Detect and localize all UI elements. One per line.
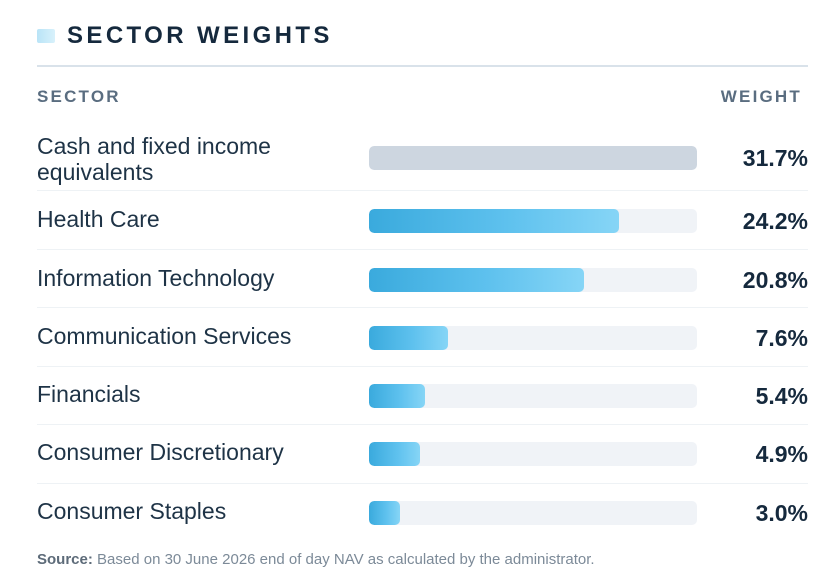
bar-health-care [369,209,619,233]
sector-label: Health Care [37,206,160,232]
source-note: Source: Based on 30 June 2026 end of day… [37,551,595,568]
weight-value: 5.4% [755,383,808,409]
sector-label: Communication Services [37,323,292,349]
weight-value: 20.8% [742,267,808,293]
bar-track [369,209,697,233]
row-divider [37,366,808,367]
bar-track [369,326,697,350]
bar-track [369,384,697,408]
bar-consumer-staples [369,501,400,525]
row-divider [37,424,808,425]
sector-label: Consumer Staples [37,498,227,524]
bar-communication-services [369,326,448,350]
weight-value: 31.7% [742,145,808,171]
bar-track [369,146,697,170]
source-label: Source: [37,551,93,568]
sector-label: Consumer Discretionary [37,439,284,465]
source-text: Based on 30 June 2026 end of day NAV as … [97,551,595,568]
bar-track [369,442,697,466]
section-header: SECTOR WEIGHTS [37,22,333,50]
sector-label: Financials [37,381,141,407]
weight-value: 24.2% [742,208,808,234]
bar-track [369,501,697,525]
bar-track [369,268,697,292]
sector-label: Information Technology [37,265,275,291]
row-divider [37,249,808,250]
bar-cash-and-fixed-income-equivalents [369,146,697,170]
row-divider [37,307,808,308]
sector-label: Cash and fixed income equivalents [37,133,271,185]
header-divider [37,65,808,67]
row-divider [37,190,808,191]
weight-value: 3.0% [755,500,808,526]
column-header-weight: WEIGHT [720,87,802,106]
section-marker-icon [37,29,55,43]
row-divider [37,483,808,484]
bar-financials [369,384,425,408]
column-header-sector: SECTOR [37,87,121,106]
weight-value: 4.9% [755,441,808,467]
bar-consumer-discretionary [369,442,420,466]
section-title: SECTOR WEIGHTS [67,22,333,49]
weight-value: 7.6% [755,325,808,351]
bar-information-technology [369,268,584,292]
